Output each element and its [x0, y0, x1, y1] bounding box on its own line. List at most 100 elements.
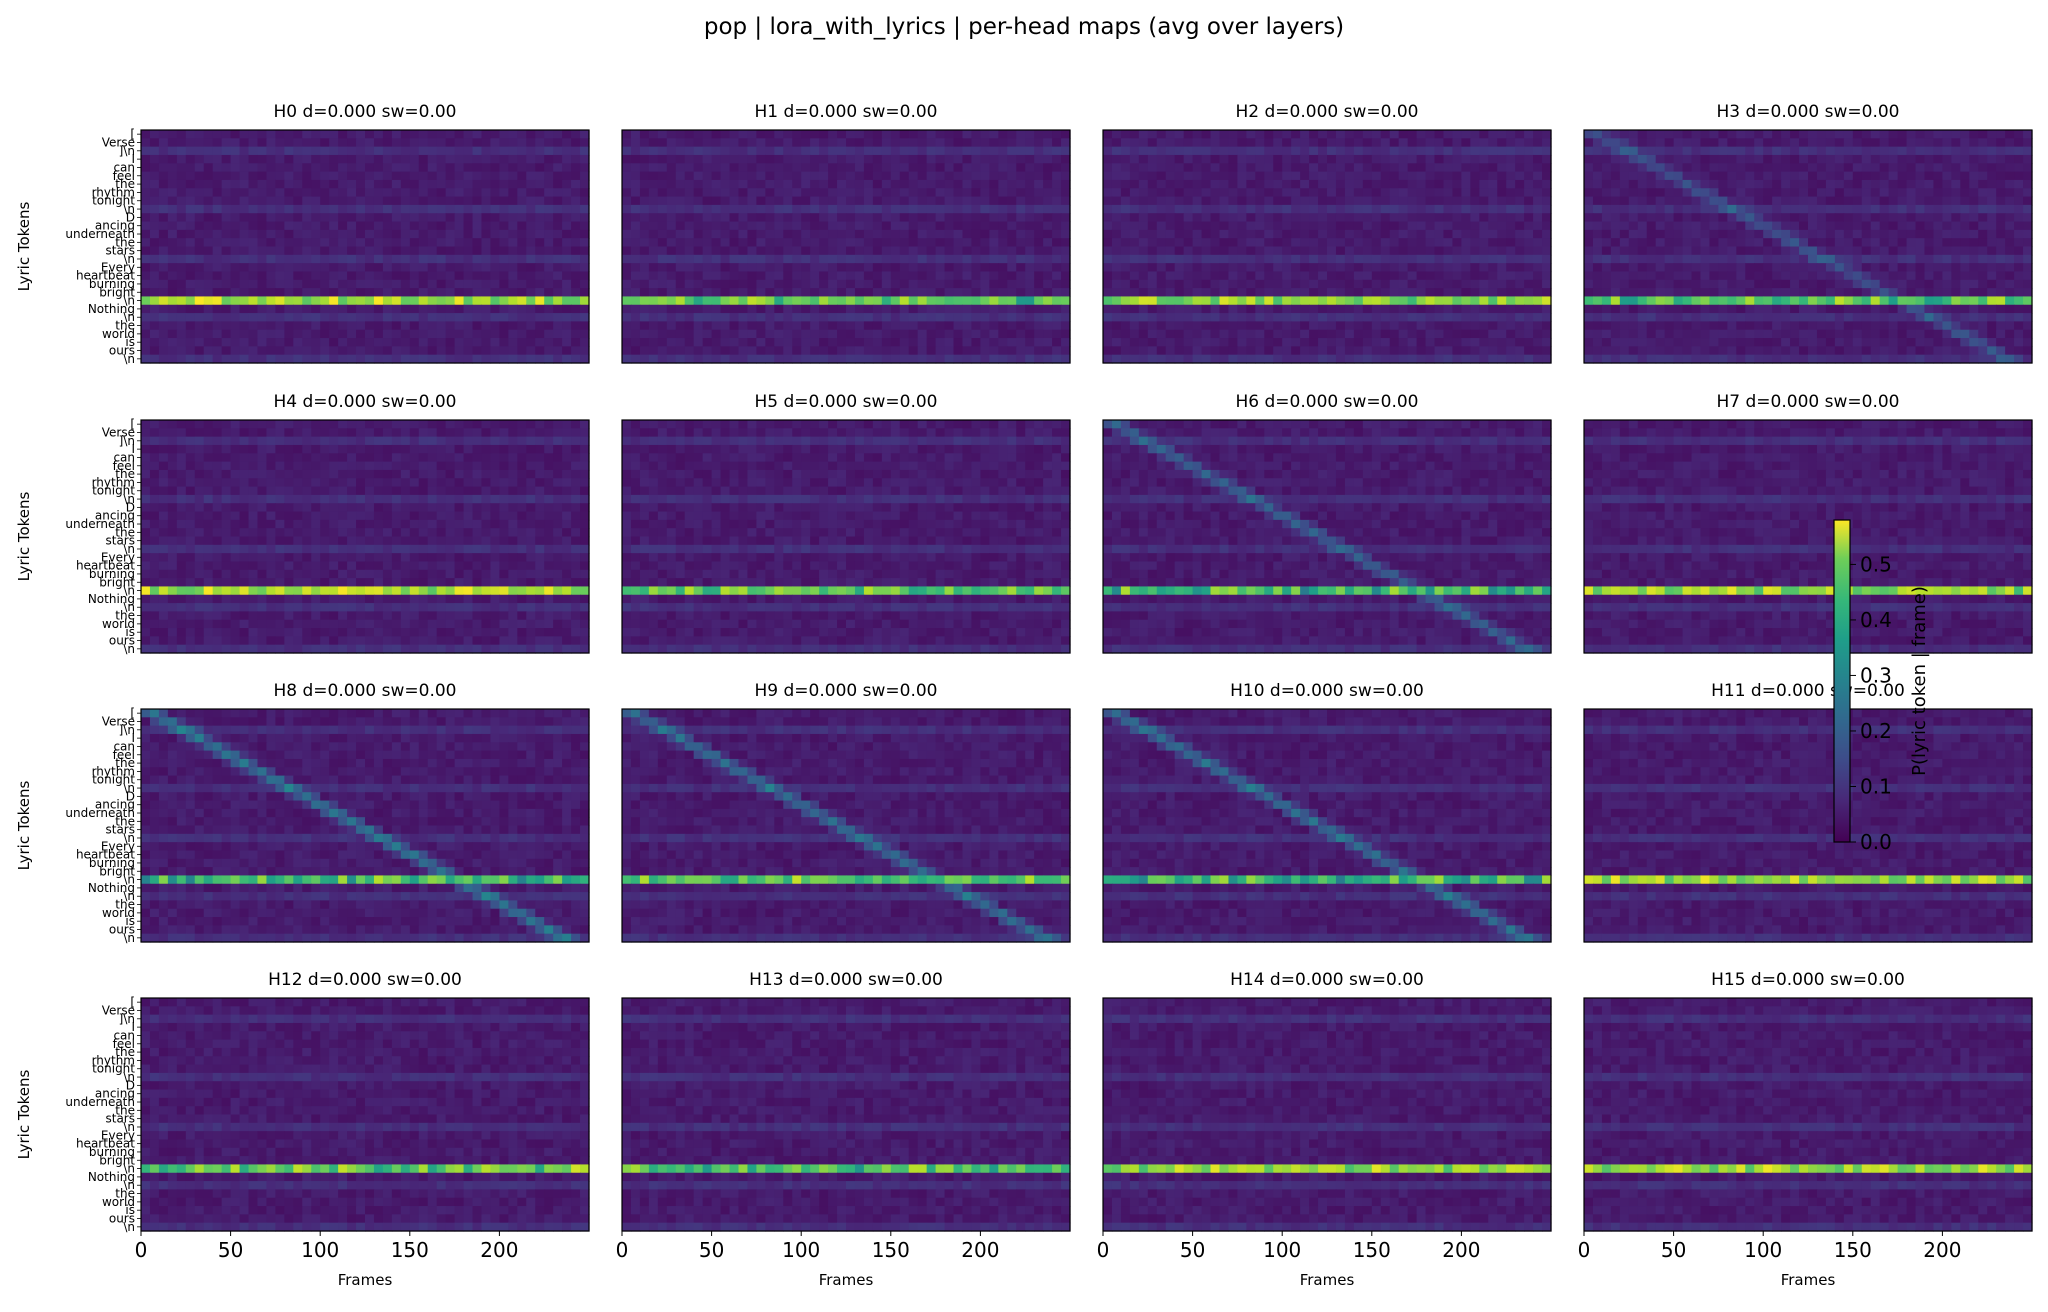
heatmap-cell: [1488, 304, 1498, 314]
heatmap-cell: [1034, 179, 1044, 189]
heatmap-cell: [454, 304, 465, 314]
heatmap-cell: [1165, 238, 1176, 248]
heatmap-cell: [1452, 304, 1462, 314]
heatmap-cell: [1025, 296, 1035, 306]
heatmap-cell: [454, 163, 465, 173]
heatmap-cell: [1156, 263, 1167, 273]
heatmap-cell: [1709, 229, 1719, 239]
heatmap-cell: [427, 304, 438, 314]
heatmap-cell: [1291, 288, 1301, 298]
heatmap-cell: [1533, 238, 1543, 248]
heatmap-cell: [266, 163, 276, 173]
heatmap-cell: [356, 171, 366, 181]
heatmap-cell: [711, 354, 722, 364]
heatmap-cells: [141, 130, 590, 364]
heatmap-cell: [1335, 171, 1346, 181]
heatmap-cell: [971, 296, 981, 306]
heatmap-cell: [230, 221, 241, 231]
heatmap-cell: [212, 213, 223, 223]
heatmap-cell: [185, 238, 196, 248]
heatmap-cell: [1255, 288, 1265, 298]
heatmap-cell: [1398, 304, 1409, 314]
heatmap-cell: [544, 246, 554, 256]
y-tick-label: is: [125, 335, 135, 349]
heatmap-cell: [436, 171, 447, 181]
heatmap-cell: [1264, 188, 1274, 198]
heatmap-cell: [908, 346, 919, 356]
heatmap-cell: [1034, 238, 1044, 248]
heatmap-cell: [275, 338, 285, 347]
heatmap-cell: [846, 138, 856, 148]
heatmap-cell: [1628, 204, 1639, 214]
heatmap-cell: [167, 171, 178, 181]
heatmap-cell: [1138, 146, 1149, 156]
heatmap-cell: [1007, 246, 1017, 256]
heatmap-cell: [747, 179, 757, 189]
heatmap-cell: [774, 146, 784, 156]
heatmap-cell: [756, 213, 766, 223]
heatmap-cell: [1533, 354, 1543, 364]
heatmap-cell: [1371, 254, 1382, 264]
heatmap-cell: [1987, 196, 1997, 206]
heatmap-cell: [702, 188, 713, 198]
heatmap-cell: [1978, 163, 1988, 173]
heatmap-cell: [666, 279, 677, 289]
heatmap-cell: [275, 163, 285, 173]
heatmap-cell: [2014, 163, 2024, 173]
heatmap-cell: [1434, 346, 1445, 356]
heatmap-cell: [1025, 338, 1035, 347]
heatmap-cell: [738, 296, 749, 306]
heatmap-cell: [499, 188, 509, 198]
heatmap-cell: [158, 163, 169, 173]
heatmap-cell: [257, 229, 268, 239]
heatmap-cell: [1488, 263, 1498, 273]
heatmap-cell: [1228, 154, 1238, 164]
heatmap-cell: [792, 146, 802, 156]
heatmap-cell: [1533, 138, 1543, 148]
heatmap-cell: [284, 254, 294, 264]
heatmap-cell: [1353, 354, 1364, 364]
heatmap-cell: [675, 188, 686, 198]
heatmap-cell: [454, 229, 465, 239]
heatmap-cell: [481, 329, 492, 339]
heatmap-cell: [1120, 279, 1131, 289]
heatmap-cell: [1843, 188, 1854, 198]
heatmap-cell: [257, 271, 268, 281]
heatmap-cell: [1781, 246, 1791, 256]
heatmap-cell: [1300, 138, 1310, 148]
heatmap-cell: [158, 130, 169, 139]
heatmap-cell: [729, 271, 740, 281]
heatmap-cell: [819, 254, 829, 264]
heatmap-cell: [639, 304, 650, 314]
heatmap-cell: [630, 354, 641, 364]
heatmap-cell: [373, 130, 384, 139]
heatmap-cell: [1344, 130, 1355, 139]
heatmap-cell: [1362, 238, 1373, 248]
heatmap-cell: [1174, 296, 1185, 306]
heatmap-cell: [1318, 196, 1328, 206]
heatmap-cell: [149, 279, 160, 289]
heatmap-cell: [1470, 329, 1480, 339]
heatmap-cell: [302, 204, 312, 214]
heatmap-cell: [702, 254, 713, 264]
heatmap-cell: [854, 229, 865, 239]
heatmap-cell: [684, 263, 695, 273]
heatmap-cell: [1906, 221, 1917, 231]
heatmap-cell: [1664, 171, 1675, 181]
heatmap-cell: [1416, 238, 1427, 248]
heatmap-cell: [1371, 146, 1382, 156]
heatmap-cell: [1291, 229, 1301, 239]
heatmap-cell: [1987, 130, 1997, 139]
heatmap-cell: [329, 313, 339, 322]
heatmap-cell: [675, 246, 686, 256]
heatmap-cell: [1219, 196, 1230, 206]
heatmap-cell: [427, 204, 438, 214]
heatmap-cell: [1138, 279, 1149, 289]
heatmap-cell: [765, 154, 775, 164]
heatmap-cell: [212, 163, 223, 173]
heatmap-cell: [684, 271, 695, 281]
heatmap-cell: [257, 179, 268, 189]
heatmap-cell: [783, 146, 793, 156]
heatmap-cell: [1933, 204, 1943, 214]
heatmap-cell: [783, 296, 793, 306]
